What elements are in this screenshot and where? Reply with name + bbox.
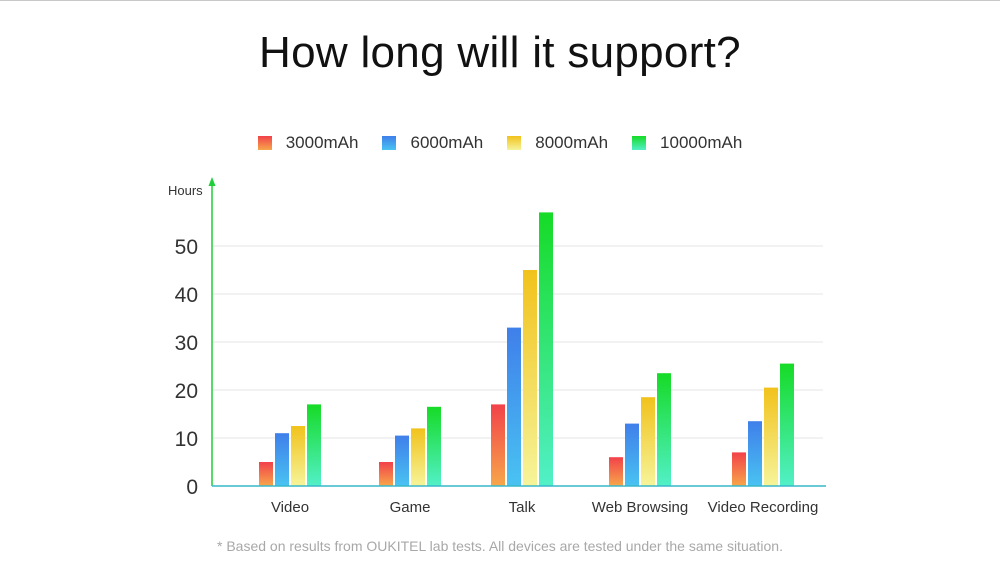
legend-item-10000mah: 10000mAh (632, 133, 742, 153)
footnote: * Based on results from OUKITEL lab test… (217, 538, 783, 554)
legend-swatch-6000mah (382, 136, 397, 150)
bar-game-10000mah (427, 406, 441, 486)
legend-item-8000mah: 8000mAh (507, 133, 608, 153)
legend-swatch-8000mah (507, 136, 522, 150)
legend-label-6000mah: 6000mAh (410, 133, 484, 152)
bar-game-8000mah (411, 428, 425, 486)
x-category-label: Web Browsing (592, 499, 688, 516)
x-category-label: Talk (509, 499, 536, 516)
y-tick-label: 0 (186, 476, 198, 499)
bar-web-browsing-10000mah (657, 373, 671, 486)
bar-web-browsing-8000mah (641, 397, 655, 486)
bar-video-10000mah (307, 404, 321, 486)
x-category-label: Video (271, 499, 309, 516)
bar-video-8000mah (291, 426, 305, 486)
page-title: How long will it support? (259, 28, 741, 77)
x-category-label: Video Recording (708, 499, 819, 516)
legend-item-6000mah: 6000mAh (382, 133, 483, 153)
bar-video-recording-3000mah (732, 452, 746, 486)
category-labels: Video Game Talk Web Browsing Video Recording (271, 499, 818, 516)
bar-web-browsing-6000mah (625, 423, 639, 486)
legend-label-8000mah: 8000mAh (535, 133, 609, 152)
bar-talk-8000mah (523, 270, 537, 486)
bar-talk-3000mah (491, 404, 505, 486)
y-tick-label: 50 (175, 236, 198, 259)
bar-talk-10000mah (539, 212, 553, 486)
axes (208, 177, 826, 487)
legend-swatch-10000mah (632, 136, 647, 150)
bar-video-3000mah (259, 462, 273, 486)
legend-label-3000mah: 3000mAh (285, 133, 359, 152)
y-tick-label: 40 (175, 284, 198, 307)
chart-legend: 3000mAh 6000mAh 8000mAh 10000mAh (0, 133, 1000, 153)
y-tick-label: 10 (175, 428, 198, 451)
bars (259, 212, 794, 486)
legend-item-3000mah: 3000mAh (257, 133, 359, 153)
y-axis-ticks: 0 10 20 30 40 50 (175, 236, 198, 499)
bar-video-recording-8000mah (764, 387, 778, 486)
legend-swatch-3000mah (257, 136, 272, 150)
x-category-label: Game (390, 499, 431, 516)
legend-label-10000mah: 10000mAh (660, 133, 743, 152)
y-tick-label: 20 (175, 380, 198, 403)
bar-video-recording-10000mah (780, 363, 794, 486)
bar-game-6000mah (395, 435, 409, 486)
bar-video-recording-6000mah (748, 421, 762, 486)
y-axis-arrow-icon (208, 177, 216, 186)
y-axis-title: Hours (168, 183, 203, 198)
bar-talk-6000mah (507, 327, 521, 486)
bar-web-browsing-3000mah (609, 457, 623, 486)
y-tick-label: 30 (175, 332, 198, 355)
bar-video-6000mah (275, 433, 289, 486)
top-divider (0, 0, 1000, 1)
bar-game-3000mah (379, 462, 393, 486)
